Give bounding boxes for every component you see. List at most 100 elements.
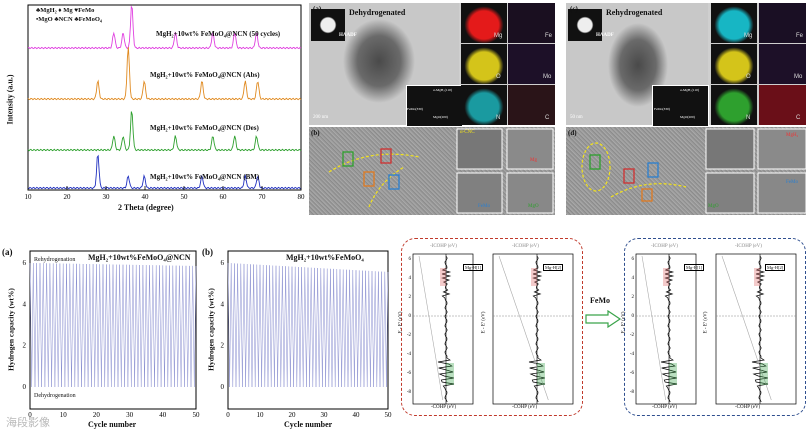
- eds-map-n-c: [711, 85, 757, 125]
- cohp-frame: [492, 253, 574, 405]
- cohp-ytick-label: -2: [407, 333, 412, 338]
- saed-a-3: MgO(200): [433, 115, 448, 119]
- cycle-xtick-label: 40: [353, 411, 361, 419]
- cycle-ytick-label: 0: [221, 383, 225, 391]
- saed-a-1: α-MgH₂(110): [433, 88, 453, 92]
- xrd-chart: 10 20 30 40 50 60 70 80: [25, 4, 305, 201]
- scale-bar-c: 50 nm: [570, 115, 583, 120]
- xrd-tick-label: 70: [259, 193, 267, 201]
- cycle-xtick-label: 40: [159, 411, 167, 419]
- haadf-label-a: HAADF: [339, 33, 357, 38]
- cycle-xtick-label: 0: [226, 411, 230, 419]
- eds-map-fe-c: [759, 3, 806, 43]
- hrtem-d-inset-2: FeMo: [786, 180, 798, 185]
- cycle-ytick-label: 4: [221, 300, 225, 308]
- cycle-a-panel-label: (a): [2, 247, 13, 257]
- cohp-right-yaxis-1: E - Eᶠ (eV): [621, 311, 627, 334]
- cohp-ytick-label: -6: [407, 371, 412, 376]
- icohp-curve: [641, 255, 666, 401]
- xrd-tick-label: 40: [142, 193, 150, 201]
- cohp-left-tag-2: Mg-H[2]: [543, 264, 564, 271]
- hrtem-d-inset-3: MgO: [708, 204, 719, 209]
- cohp-left-top-axis-2: -ICOHP (eV): [512, 244, 539, 249]
- femo-arrow-label: FeMo: [590, 296, 610, 305]
- map-label-n-a: N: [496, 115, 501, 121]
- cycle-series-line: [227, 262, 389, 388]
- antibonding-fill: [663, 268, 669, 286]
- cohp-ytick-label: -6: [630, 371, 635, 376]
- cohp-chart-right: 6 4 2 0 -2 -4 -6 -8: [630, 253, 797, 405]
- xrd-tick-label: 10: [25, 193, 33, 201]
- cohp-ytick-label: 2: [632, 295, 635, 300]
- xrd-xlabel: 2 Theta (degree): [118, 203, 174, 212]
- bonding-fill: [760, 363, 768, 385]
- map-label-fe-a: Fe: [545, 33, 553, 39]
- eds-map-mg-c: [711, 3, 757, 43]
- cohp-curve: [751, 255, 769, 403]
- haadf-label-c: HAADF: [596, 33, 614, 38]
- eds-map-n-a: [461, 85, 507, 125]
- tem-title-c: Rehydrogenated: [606, 8, 663, 17]
- cohp-frame: [635, 253, 697, 405]
- eds-map-o-c: [711, 44, 757, 84]
- cycle-a-bottom-label: Dehydrogenation: [34, 393, 76, 399]
- eds-map-fe-a: [508, 3, 555, 43]
- cohp-curve: [528, 255, 546, 403]
- icohp-curve: [498, 255, 549, 401]
- scale-bar-a: 200 nm: [313, 115, 329, 120]
- panel-label-a-tem: (a): [313, 5, 322, 13]
- cycle-ytick-label: 2: [221, 342, 225, 350]
- map-label-n-c: N: [746, 115, 751, 121]
- map-label-o-c: O: [746, 74, 751, 80]
- cohp-ytick-label: 0: [409, 314, 412, 319]
- cohp-ytick-label: -4: [407, 352, 412, 357]
- cohp-right-yaxis-2: E - Eᶠ (eV): [703, 311, 709, 334]
- hrtem-annotations-d: [581, 128, 806, 214]
- cohp-ytick-label: 4: [409, 276, 412, 281]
- tem-panel-c: (c) HAADF Rehydrogenated 50 nm α-MgH₂(11…: [566, 3, 806, 127]
- tem-title-a: Dehydrogenated: [349, 8, 406, 17]
- xrd-tick-label: 50: [181, 193, 189, 201]
- cohp-box-left: [401, 238, 583, 416]
- cycle-xtick-label: 10: [257, 411, 265, 419]
- cycle-xtick-label: 10: [60, 411, 68, 419]
- cohp-ytick-label: 4: [632, 276, 635, 281]
- cycle-xtick-label: 20: [289, 411, 297, 419]
- cycle-ytick-label: 4: [23, 300, 27, 308]
- cycle-b-title: MgH₂+10wt%FeMoO₄: [286, 253, 364, 262]
- map-label-o-a: O: [496, 74, 501, 80]
- cohp-right-bottom-axis-2: -COHP (eV): [735, 405, 761, 410]
- xrd-tick-label: 20: [64, 193, 72, 201]
- map-label-c-c: C: [796, 115, 801, 121]
- cycle-xtick-label: 0: [28, 411, 32, 419]
- cycle-xtick-label: 20: [93, 411, 101, 419]
- saed-c-3: MgO(200): [680, 115, 695, 119]
- cohp-left-yaxis-2: E - Eᶠ (eV): [481, 311, 487, 334]
- cohp-ytick-label: -8: [630, 390, 635, 395]
- bonding-fill: [446, 363, 454, 385]
- map-label-fe-c: Fe: [796, 33, 804, 39]
- hrtem-b-inset-4: MgO: [528, 204, 539, 209]
- cycle-a-top-label: Rehydrogenation: [34, 257, 76, 263]
- tem-panel-a: (a) HAADF Dehydrogenated 200 nm α-MgH₂(1…: [309, 3, 555, 127]
- xrd-tick-label: 30: [103, 193, 111, 201]
- cohp-ytick-label: 6: [632, 257, 635, 262]
- map-label-mo-c: Mo: [794, 74, 803, 80]
- cycle-xtick-label: 30: [321, 411, 329, 419]
- saed-inset-c: [652, 85, 709, 127]
- cohp-chart-left: 6 4 2 0 -2 -4 -6 -8: [407, 253, 574, 405]
- icohp-curve: [418, 255, 443, 401]
- eds-map-mo-c: [759, 44, 806, 84]
- cycle-b-xlabel: Cycle number: [284, 420, 333, 429]
- cycle-series-line: [29, 262, 197, 388]
- cohp-right-bottom-axis-1: -COHP (eV): [652, 405, 678, 410]
- hrtem-annotations-b: [328, 128, 554, 214]
- xrd-ylabel: Intensity (a.u.): [5, 74, 15, 125]
- cohp-ytick-label: -8: [407, 390, 412, 395]
- map-label-mg-c: Mg: [744, 33, 753, 39]
- saed-a-2: FeMo(330): [407, 107, 423, 111]
- cohp-curve: [437, 255, 455, 403]
- femo-arrow-icon: [585, 310, 622, 328]
- xrd-tick-label: 60: [220, 193, 228, 201]
- xrd-legend-2: •MgO ♣NCN ♣FeMoO₄: [36, 16, 102, 23]
